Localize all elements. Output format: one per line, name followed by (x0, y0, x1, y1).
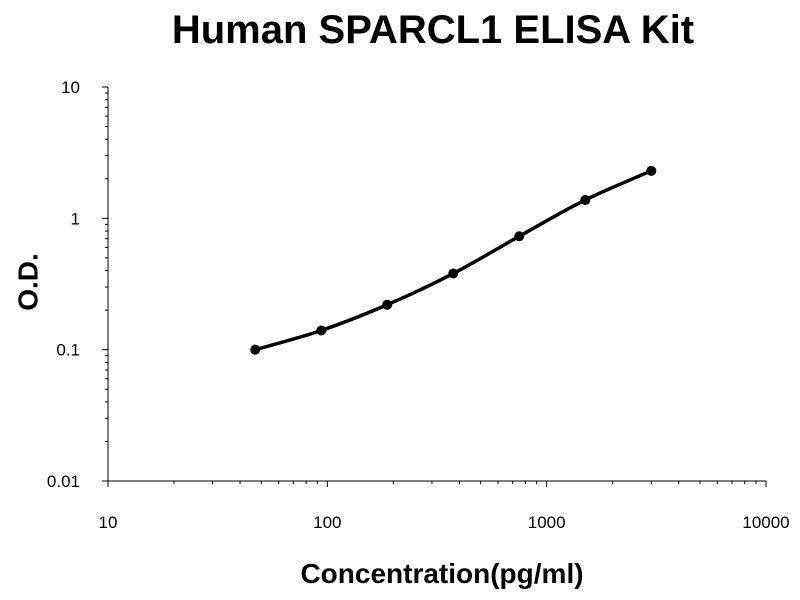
data-point (382, 299, 393, 310)
data-point (316, 325, 327, 336)
chart-title: Human SPARCL1 ELISA Kit (171, 8, 695, 52)
y-tick-label: 1 (71, 209, 80, 228)
y-tick-label: 0.01 (47, 472, 80, 491)
data-point (580, 194, 591, 205)
x-tick-label: 1000 (528, 513, 566, 532)
y-tick-label: 0.1 (56, 341, 80, 360)
y-tick-label: 10 (61, 78, 80, 97)
x-tick-label: 10 (99, 513, 118, 532)
x-tick-label: 10000 (742, 513, 789, 532)
axes (102, 86, 767, 487)
data-points (250, 165, 657, 355)
data-point (250, 344, 261, 355)
data-point (646, 165, 657, 176)
y-tick-labels: 10 1 0.1 0.01 (47, 78, 80, 491)
x-tick-labels: 10 100 1000 10000 (99, 513, 790, 532)
x-axis-title: Concentration(pg/ml) (300, 558, 583, 589)
y-axis-title: O.D. (12, 253, 43, 311)
x-tick-label: 100 (313, 513, 341, 532)
series-line (253, 169, 654, 352)
data-point (448, 268, 459, 279)
data-point (514, 231, 525, 242)
